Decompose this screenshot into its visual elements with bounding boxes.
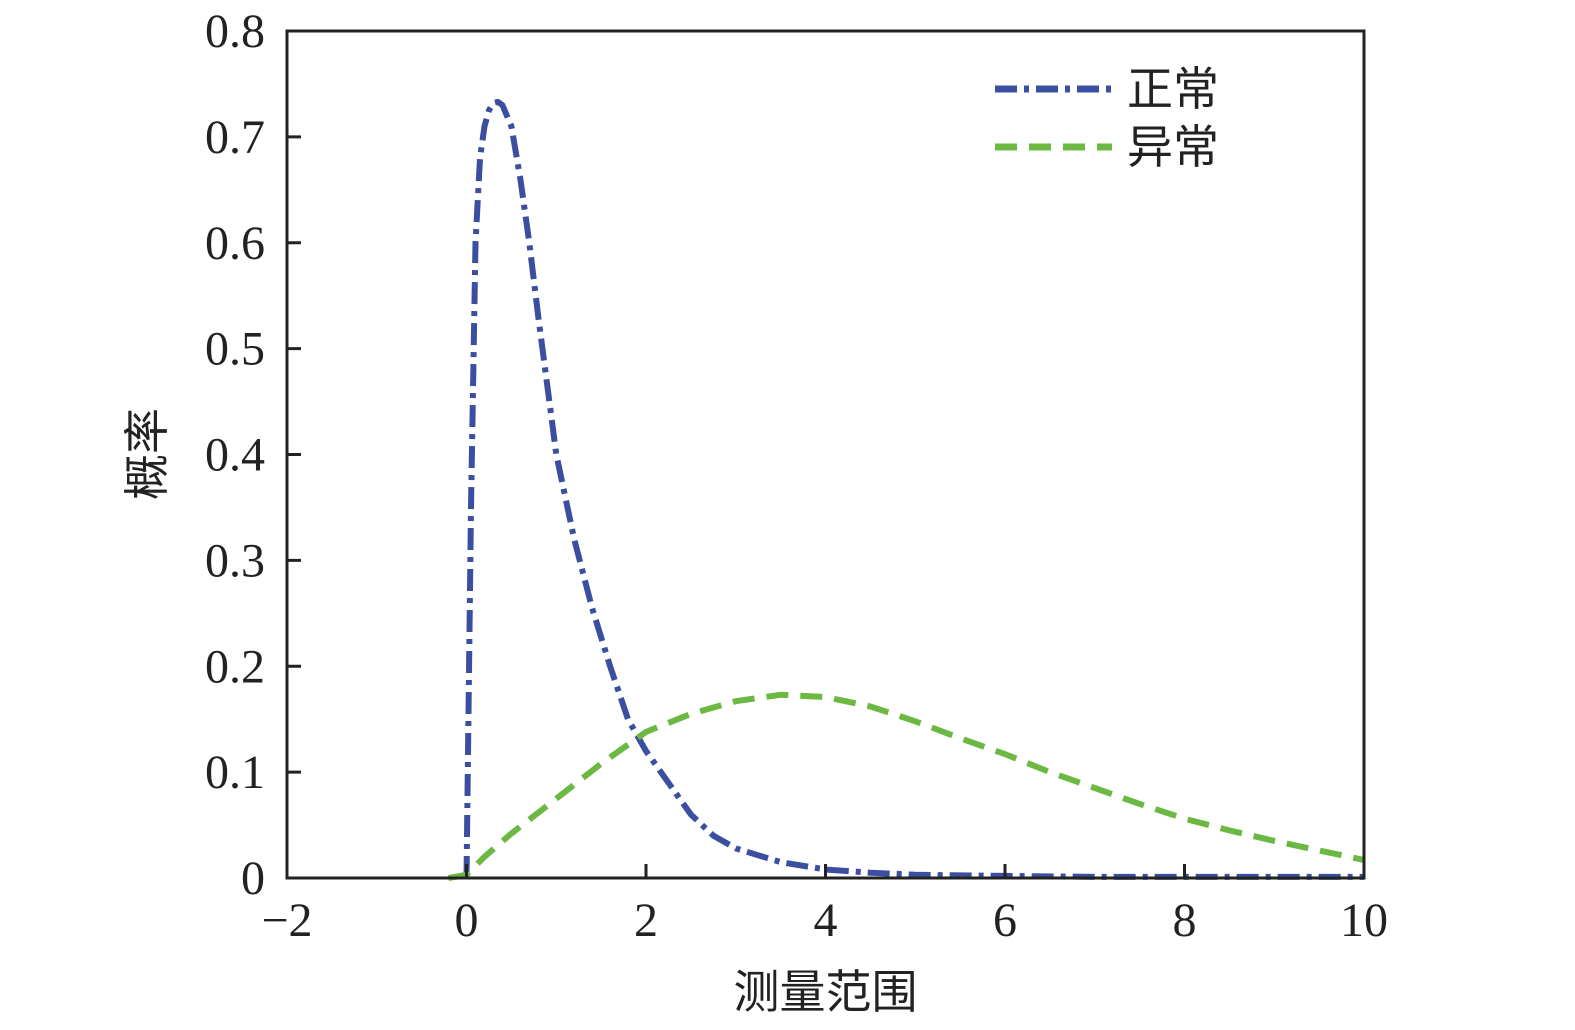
plot-frame xyxy=(285,29,1366,880)
y-axis-title: 概率 xyxy=(120,408,174,500)
x-tick-label: 4 xyxy=(814,894,838,947)
y-tick-label: 0 xyxy=(241,852,265,905)
y-tick-label: 0.1 xyxy=(205,746,265,799)
x-tick-label: 8 xyxy=(1173,894,1197,947)
series-line-1 xyxy=(447,691,1365,881)
y-tick-label: 0.8 xyxy=(205,5,265,58)
series-line-0 xyxy=(463,98,1364,880)
x-tick-label: 10 xyxy=(1340,894,1388,947)
x-axis-ticks: −2 0 2 4 6 8 10 xyxy=(261,864,1388,947)
legend-label-1: 异常 xyxy=(1127,120,1219,174)
legend-label-0: 正常 xyxy=(1127,62,1219,116)
y-tick-label: 0.5 xyxy=(205,323,265,376)
y-tick-label: 0.7 xyxy=(205,111,265,164)
x-tick-label: −2 xyxy=(261,894,312,947)
y-tick-label: 0.4 xyxy=(205,429,265,482)
series-layer xyxy=(447,98,1365,881)
y-axis-ticks: 0 0.1 0.2 0.3 0.4 0.5 0.6 0.7 0.8 xyxy=(205,5,301,905)
x-axis-title: 测量范围 xyxy=(734,965,918,1019)
x-tick-label: 0 xyxy=(455,894,479,947)
y-tick-label: 0.2 xyxy=(205,640,265,693)
y-tick-label: 0.3 xyxy=(205,534,265,587)
x-tick-label: 2 xyxy=(634,894,658,947)
y-tick-label: 0.6 xyxy=(205,217,265,270)
x-tick-label: 6 xyxy=(993,894,1017,947)
